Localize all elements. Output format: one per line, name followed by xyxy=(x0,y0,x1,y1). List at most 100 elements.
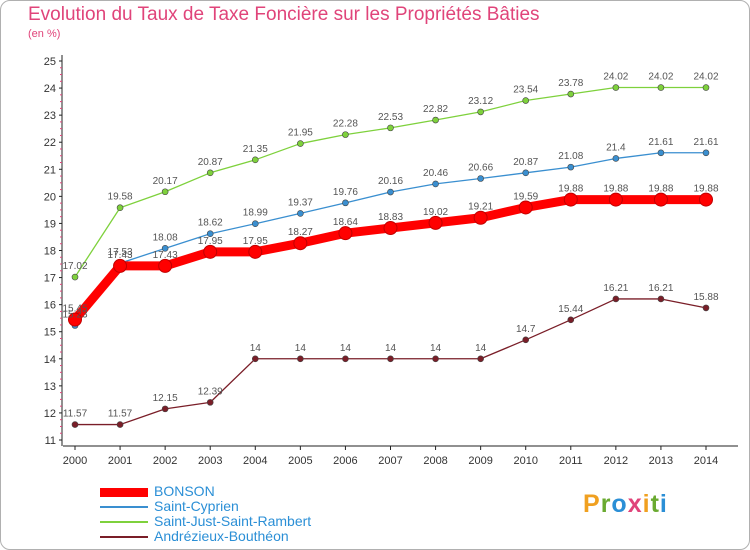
data-point xyxy=(432,180,439,188)
y-tick-label: 17 xyxy=(44,273,56,285)
legend-swatch xyxy=(100,536,148,538)
data-point xyxy=(251,156,259,164)
data-point xyxy=(71,421,79,428)
data-label: 20.66 xyxy=(468,162,493,173)
data-label: 24.02 xyxy=(648,72,673,83)
x-tick-label: 2006 xyxy=(333,455,357,467)
data-label: 23.12 xyxy=(468,96,493,107)
data-label: 20.87 xyxy=(198,157,223,168)
data-point xyxy=(116,204,124,212)
data-label: 19.88 xyxy=(603,184,628,195)
x-tick-label: 2000 xyxy=(63,455,87,467)
data-point xyxy=(248,244,263,259)
data-point xyxy=(563,192,578,207)
data-point xyxy=(68,312,82,327)
x-tick-label: 2009 xyxy=(468,455,492,467)
data-label: 22.28 xyxy=(333,119,358,130)
data-label: 17.95 xyxy=(198,236,223,247)
data-label: 20.16 xyxy=(378,176,403,187)
data-label: 17.02 xyxy=(62,261,87,272)
data-label: 15.44 xyxy=(558,304,583,315)
data-point xyxy=(477,175,484,182)
data-label: 11.57 xyxy=(63,409,88,420)
data-label: 19.88 xyxy=(648,184,673,195)
data-label: 18.83 xyxy=(378,212,403,223)
data-label: 14.7 xyxy=(516,324,536,335)
data-label: 19.88 xyxy=(693,184,718,195)
data-point xyxy=(113,258,128,273)
data-label: 21.61 xyxy=(648,137,673,148)
data-point xyxy=(387,188,394,196)
data-point xyxy=(297,140,304,147)
data-point xyxy=(383,221,398,236)
data-label: 21.61 xyxy=(693,137,718,148)
data-point xyxy=(477,355,484,363)
legend-swatch xyxy=(100,487,148,497)
y-tick-label: 14 xyxy=(44,354,56,366)
data-label: 20.46 xyxy=(423,168,448,179)
proxiti-logo: Proxiti xyxy=(583,490,668,518)
data-label: 15.45 xyxy=(62,304,87,315)
legend-label: Andrézieux-Bouthéon xyxy=(154,528,289,544)
legend-label: Saint-Cyprien xyxy=(154,498,239,514)
data-point xyxy=(206,230,214,238)
y-tick-label: 18 xyxy=(44,246,56,258)
data-label: 20.17 xyxy=(153,176,178,187)
data-point xyxy=(612,155,620,162)
data-label: 19.59 xyxy=(513,191,538,202)
data-label: 24.02 xyxy=(603,72,628,83)
x-tick-label: 2002 xyxy=(153,455,177,467)
data-label: 19.21 xyxy=(468,202,493,213)
legend-swatch xyxy=(100,506,148,508)
data-point xyxy=(428,215,443,230)
data-label: 19.02 xyxy=(423,207,448,218)
data-point xyxy=(161,405,169,413)
data-label: 21.08 xyxy=(558,151,583,162)
data-point xyxy=(522,169,530,177)
legend-label: BONSON xyxy=(154,483,215,499)
data-label: 21.95 xyxy=(288,128,313,139)
data-point xyxy=(522,336,530,344)
data-point xyxy=(477,108,484,116)
data-label: 21.4 xyxy=(606,142,626,153)
data-point xyxy=(473,210,488,225)
data-label: 14 xyxy=(250,343,262,354)
data-label: 16.21 xyxy=(648,283,673,294)
data-label: 20.87 xyxy=(513,157,538,168)
data-point xyxy=(338,226,353,241)
x-tick-label: 2011 xyxy=(559,455,583,467)
data-point xyxy=(657,295,665,303)
y-tick-label: 19 xyxy=(44,218,56,230)
y-tick-label: 24 xyxy=(44,83,56,95)
data-label: 18.99 xyxy=(243,208,268,219)
y-tick-label: 12 xyxy=(44,408,56,420)
data-point xyxy=(342,199,349,207)
data-label: 19.76 xyxy=(333,187,358,198)
data-point xyxy=(432,116,439,124)
data-label: 14 xyxy=(475,343,487,354)
data-point xyxy=(702,84,710,91)
data-point xyxy=(206,169,214,177)
data-label: 14 xyxy=(340,343,352,354)
data-point xyxy=(567,316,575,324)
x-tick-label: 2014 xyxy=(694,455,718,467)
data-point xyxy=(203,244,218,259)
data-label: 17.53 xyxy=(108,247,133,258)
data-point xyxy=(699,192,713,207)
data-label: 18.08 xyxy=(153,232,178,243)
data-point xyxy=(657,84,665,91)
data-point xyxy=(251,355,259,363)
data-point xyxy=(522,97,530,104)
y-tick-label: 25 xyxy=(44,56,56,68)
data-point xyxy=(342,355,349,363)
data-label: 15.23 xyxy=(62,309,87,320)
data-label: 14 xyxy=(385,343,397,354)
data-label: 14 xyxy=(430,343,442,354)
legend-swatch xyxy=(100,521,148,523)
x-tick-label: 2007 xyxy=(378,455,402,467)
x-tick-label: 2012 xyxy=(604,455,628,467)
data-point xyxy=(387,124,394,132)
data-point xyxy=(657,149,665,157)
data-point xyxy=(158,258,173,273)
